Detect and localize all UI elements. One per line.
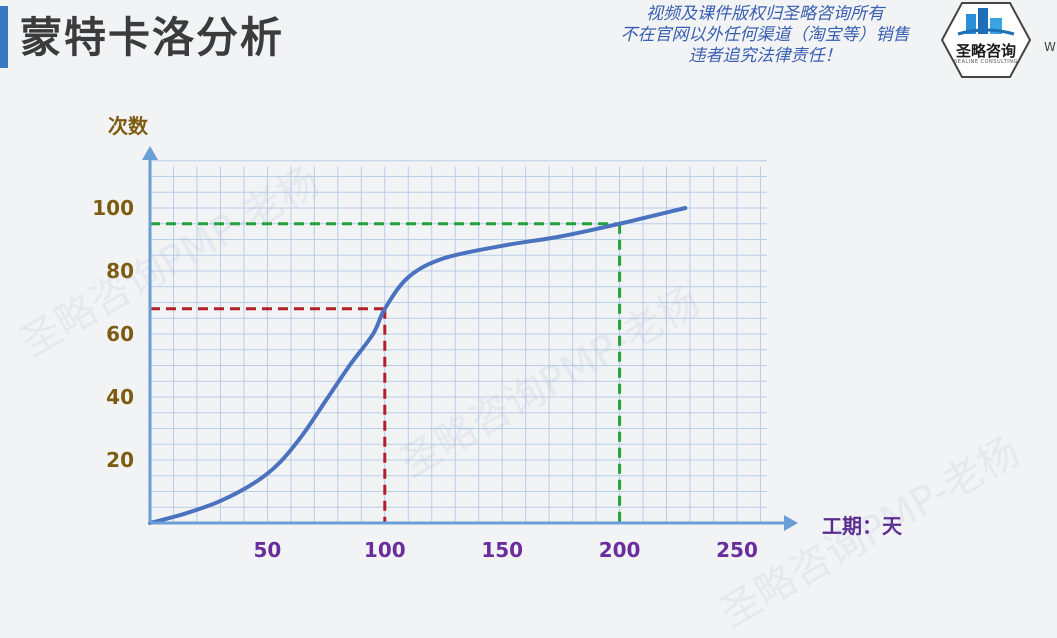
y-tick-label: 20 [106, 448, 134, 472]
copyright-line-3: 违者追究法律责任！ [688, 46, 842, 66]
logo-subtext: SEALINE CONSULTING [954, 59, 1018, 65]
monte-carlo-chart: 50 100 150 200 250 20 40 60 80 100 次数 工期：天 [92, 114, 903, 562]
logo-icon [940, 2, 1032, 78]
chart-grid [149, 160, 767, 524]
x-tick-label: 250 [716, 538, 758, 562]
y-tick-label: 60 [106, 322, 134, 346]
x-tick-label: 150 [481, 538, 523, 562]
page-title: 蒙特卡洛分析 [20, 13, 285, 62]
y-tick-label: 40 [106, 385, 134, 409]
reference-lines [150, 222, 622, 523]
x-tick-label: 50 [253, 538, 281, 562]
y-tick-label: 80 [106, 259, 134, 283]
logo-text: 圣略咨询 [955, 42, 1016, 60]
copyright-line-2: 不在官网以外任何渠道（淘宝等）销售 [620, 25, 910, 45]
x-axis-arrow [784, 515, 798, 531]
copyright-line-1: 视频及课件版权归圣略咨询所有 [646, 4, 884, 24]
series-line [148, 206, 688, 525]
y-tick-label: 100 [92, 196, 134, 220]
y-axis-arrow [142, 146, 158, 160]
x-tick-label: 200 [599, 538, 641, 562]
x-tick-label: 100 [364, 538, 406, 562]
chart-axes [142, 146, 798, 531]
y-axis-label: 次数 [108, 114, 149, 138]
title-accent-bar [0, 6, 8, 68]
copyright-notice: 视频及课件版权归圣略咨询所有 不在官网以外任何渠道（淘宝等）销售 违者追究法律责… [600, 4, 930, 67]
x-axis-label: 工期：天 [822, 514, 903, 538]
edge-text: W [1044, 40, 1056, 54]
tick-labels: 50 100 150 200 250 20 40 60 80 100 [92, 196, 758, 562]
